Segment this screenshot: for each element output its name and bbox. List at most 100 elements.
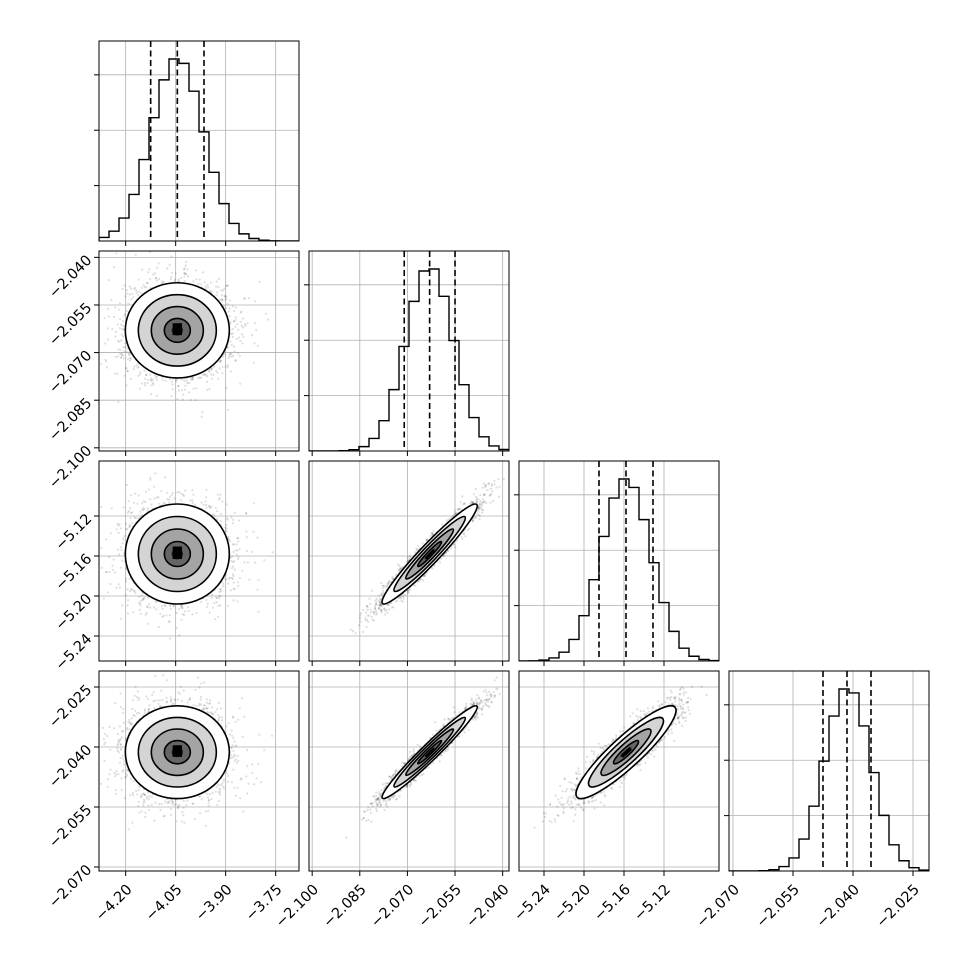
sample-point (122, 350, 126, 353)
sample-point (124, 346, 127, 349)
histogram-step (309, 268, 509, 451)
sample-point (133, 590, 136, 593)
sample-point (187, 391, 191, 394)
sample-point (226, 284, 229, 287)
sample-point (215, 597, 219, 600)
sample-point (151, 381, 154, 384)
sample-point (127, 500, 130, 503)
sample-point (216, 291, 219, 294)
sample-point (210, 373, 213, 376)
sample-point (117, 531, 120, 535)
sample-point (224, 298, 227, 301)
sample-point (217, 604, 220, 607)
sample-point (118, 553, 121, 556)
sample-point (162, 281, 165, 284)
sample-point (232, 550, 235, 554)
sample-point (241, 317, 245, 320)
sample-point (106, 591, 110, 594)
sample-point (210, 368, 213, 371)
sample-point (164, 379, 167, 382)
sample-point (125, 350, 128, 353)
sample-point (253, 342, 256, 345)
sample-point (149, 606, 152, 609)
sample-point (102, 597, 105, 600)
sample-point (216, 371, 219, 374)
sample-point (148, 373, 151, 376)
sample-point (218, 367, 221, 370)
sample-point (226, 518, 229, 521)
sample-point (115, 528, 118, 531)
sample-point (117, 348, 120, 351)
sample-point (184, 489, 187, 492)
sample-point (137, 374, 140, 377)
sample-point (225, 386, 228, 389)
sample-point (238, 576, 241, 580)
sample-point (229, 589, 232, 592)
sample-point (221, 289, 224, 292)
sample-point (233, 320, 236, 323)
sample-point (252, 530, 255, 533)
sample-point (235, 338, 238, 341)
sample-point (215, 280, 218, 283)
sample-point (239, 339, 242, 343)
sample-point (120, 352, 123, 355)
sample-point (107, 327, 110, 330)
sample-point (147, 622, 150, 625)
sample-point (187, 609, 190, 613)
sample-point (208, 504, 211, 507)
sample-point (223, 353, 227, 356)
sample-point (225, 297, 228, 300)
sample-point (225, 530, 228, 533)
sample-point (180, 378, 183, 381)
sample-point (129, 588, 133, 591)
sample-point (154, 277, 158, 280)
sample-point (215, 294, 218, 297)
sample-point (226, 284, 229, 287)
sample-point (137, 517, 140, 520)
sample-point (144, 500, 147, 503)
sample-point (180, 604, 183, 608)
sample-point (122, 538, 125, 541)
sample-point (170, 275, 173, 278)
sample-point (227, 356, 230, 360)
sample-point (221, 500, 224, 503)
sample-point (153, 272, 156, 275)
sample-point (129, 511, 132, 514)
sample-point (212, 373, 215, 376)
sample-point (219, 520, 222, 523)
sample-point (168, 378, 172, 381)
sample-point (256, 344, 259, 348)
sample-point (119, 545, 122, 548)
sample-point (223, 287, 226, 290)
sample-point (111, 327, 114, 331)
sample-point (127, 599, 130, 602)
sample-point (158, 502, 161, 505)
sample-point (156, 378, 159, 381)
sample-point (245, 512, 248, 515)
sample-point (177, 607, 181, 611)
sample-point (168, 263, 171, 267)
sample-point (227, 535, 230, 538)
sample-point (153, 497, 156, 500)
sample-point (175, 380, 178, 383)
sample-point (106, 307, 110, 311)
sample-point (230, 332, 233, 336)
sample-point (157, 262, 160, 265)
sample-point (187, 606, 190, 609)
sample-point (243, 297, 246, 300)
contour-line (137, 293, 218, 367)
sample-point (219, 361, 222, 364)
sample-point (116, 323, 119, 326)
sample-point (234, 359, 237, 362)
sample-point (234, 325, 237, 328)
sample-point (219, 289, 223, 292)
sample-point (177, 389, 181, 392)
sample-point (149, 476, 152, 479)
sample-point (142, 500, 145, 503)
sample-point (170, 395, 173, 398)
sample-point (135, 291, 138, 294)
sample-point (184, 272, 187, 276)
sample-point (148, 488, 151, 491)
sample-point (232, 320, 235, 323)
sample-point (217, 286, 220, 289)
